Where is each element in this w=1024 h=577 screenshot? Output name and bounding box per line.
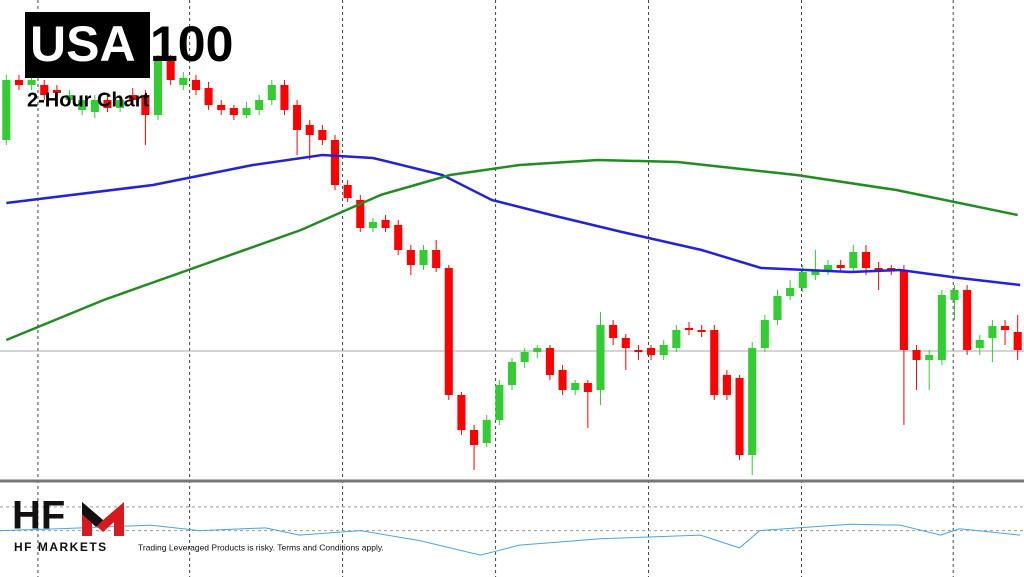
candle-body xyxy=(128,95,137,100)
candle-body xyxy=(116,100,125,108)
candle-body xyxy=(533,348,542,352)
candle-body xyxy=(2,80,11,140)
candle-body xyxy=(78,100,87,110)
moving-average xyxy=(6,153,1021,287)
candle-body xyxy=(432,250,441,268)
candle-body xyxy=(356,200,365,228)
disclaimer: Trading Leveraged Products is risky. Ter… xyxy=(138,542,384,552)
candle-body xyxy=(950,290,959,300)
candle-body xyxy=(684,328,694,330)
candle-body xyxy=(545,348,554,375)
candle-body xyxy=(773,296,782,320)
candle-body xyxy=(583,383,592,392)
candle-body xyxy=(103,100,112,108)
candle-body xyxy=(786,288,795,296)
candle-body xyxy=(267,85,276,100)
candle-body xyxy=(217,105,226,110)
candle-body xyxy=(229,108,238,115)
candle-body xyxy=(937,295,946,360)
candle-body xyxy=(204,88,213,105)
candle-body xyxy=(811,270,820,275)
candle-body xyxy=(318,130,327,140)
candle-body xyxy=(457,395,466,430)
candle-body xyxy=(836,265,845,268)
candle-body xyxy=(381,220,390,228)
candle-body xyxy=(647,348,656,355)
candle-body xyxy=(735,378,744,455)
candle-body xyxy=(179,78,188,85)
candle-body xyxy=(255,100,264,110)
candle-body xyxy=(40,85,49,95)
candle-body xyxy=(722,375,731,395)
candle-body xyxy=(1013,332,1022,350)
candle-body xyxy=(90,100,99,112)
candle-body xyxy=(280,85,289,110)
title-text: 100 xyxy=(150,16,233,72)
candle-body xyxy=(710,330,719,395)
title-box xyxy=(25,12,150,78)
candle-body xyxy=(520,352,529,362)
candle-body xyxy=(899,270,908,350)
candle-body xyxy=(887,268,896,270)
candle-body xyxy=(824,265,833,272)
candle-body xyxy=(330,140,340,185)
candle-body xyxy=(760,320,769,348)
candle-body xyxy=(368,222,377,228)
candle-body xyxy=(444,268,453,395)
candle-body xyxy=(343,185,352,198)
candle-body xyxy=(419,250,428,265)
candle-body xyxy=(874,268,883,270)
candle-body xyxy=(798,272,807,288)
candle-body xyxy=(975,340,984,348)
candle-body xyxy=(748,348,757,455)
moving-average xyxy=(5,158,1018,342)
candle-body xyxy=(963,290,972,350)
candle-body xyxy=(571,383,580,390)
brand-name: HF MARKETS xyxy=(14,540,108,554)
candle-body xyxy=(697,330,706,332)
candle-body xyxy=(609,325,618,338)
candle-body xyxy=(495,385,504,420)
candle-body xyxy=(861,252,871,268)
candle-body xyxy=(634,350,643,352)
candle-body xyxy=(672,330,681,348)
candle-body xyxy=(988,326,997,338)
candle-body xyxy=(305,125,314,135)
logo-m-shade xyxy=(82,502,103,527)
candle-body xyxy=(925,355,934,360)
indicator-line xyxy=(0,523,1021,556)
brand-logo: HF xyxy=(12,494,65,538)
candle-body xyxy=(293,105,302,130)
title-box-text: USA xyxy=(30,16,136,72)
candle-body xyxy=(659,345,668,355)
candle-body xyxy=(1000,326,1010,330)
candle-body xyxy=(558,370,567,390)
candle-body xyxy=(242,108,251,115)
candle-body xyxy=(191,80,200,90)
candle-body xyxy=(141,95,150,115)
candle-body xyxy=(27,80,36,85)
candle-body xyxy=(14,80,24,85)
candle-body xyxy=(153,60,163,115)
candle-body xyxy=(507,362,517,385)
candle-body xyxy=(621,338,630,348)
candle-body xyxy=(166,60,175,80)
candle-body xyxy=(912,350,921,360)
candle-body xyxy=(596,325,605,390)
candle-body xyxy=(482,420,491,443)
candle-body xyxy=(406,250,415,265)
candle-body xyxy=(470,430,479,445)
candle-body xyxy=(849,252,858,268)
candle-body xyxy=(52,90,61,93)
candle-body xyxy=(394,225,403,250)
subtitle: 2-Hour Chart xyxy=(27,89,150,111)
candle-body xyxy=(65,95,74,100)
